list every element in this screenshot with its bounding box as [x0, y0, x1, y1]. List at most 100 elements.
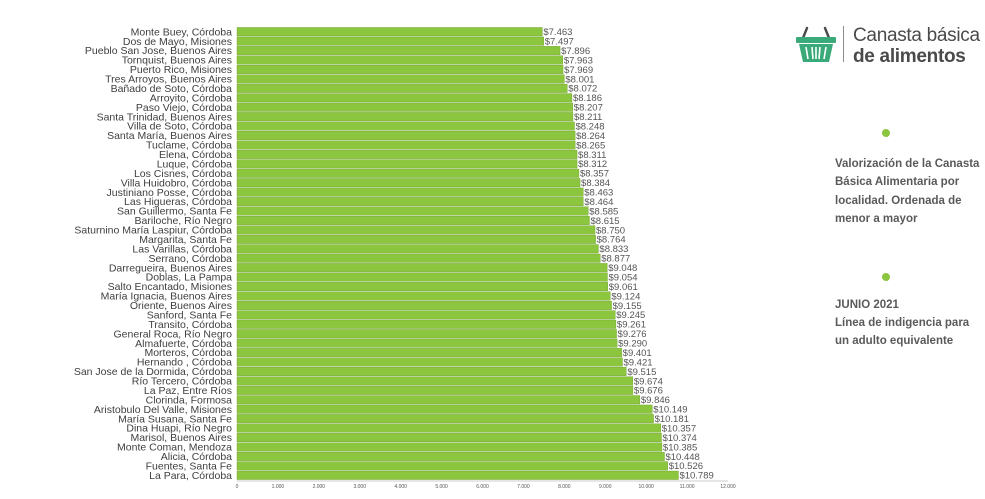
bullet-dot [882, 273, 890, 281]
data-label: $7.963 [564, 55, 593, 66]
category-label: La Para, Córdoba [149, 470, 232, 482]
category-label: María Susana, Santa Fe [118, 413, 232, 425]
data-label: $8.877 [601, 254, 630, 265]
bar [236, 83, 568, 93]
category-label: Arroyito, Córdoba [150, 92, 232, 104]
category-label: Tres Arroyos, Buenos Aires [105, 74, 232, 86]
category-label: General Roca, Río Negro [114, 328, 233, 340]
bar [236, 461, 668, 471]
data-label: $9.421 [623, 357, 652, 368]
bar [236, 102, 574, 112]
category-label: Tuclame, Córdoba [146, 140, 232, 152]
brand-title-line2: de alimentos [853, 46, 966, 67]
data-label: $7.463 [543, 27, 572, 38]
bar [236, 319, 617, 329]
data-label: $9.245 [616, 310, 645, 321]
category-label: Almafuerte, Córdoba [135, 338, 232, 350]
data-label: $10.789 [679, 471, 713, 482]
bar [236, 282, 608, 291]
category-label: Fuentes, Santa Fe [146, 460, 233, 472]
category-label: Margarita, Santa Fe [139, 234, 232, 246]
data-label: $9.124 [611, 291, 640, 302]
category-label: Monte Coman, Mendoza [117, 442, 232, 454]
bar [236, 376, 634, 386]
category-label: Hernando , Córdoba [137, 357, 232, 369]
data-label: $9.261 [617, 320, 646, 331]
x-tick-label: 12.000 [720, 484, 736, 490]
bar [236, 348, 622, 358]
bar [236, 93, 573, 103]
data-label: $8.615 [590, 216, 619, 227]
bar [236, 433, 662, 442]
x-tick-label: 4.000 [394, 484, 407, 490]
bar [236, 74, 565, 84]
category-label: Darregueira, Buenos Aires [109, 262, 232, 274]
bar [236, 272, 608, 282]
bar [236, 178, 581, 188]
category-label: Pueblo San Jose, Buenos Aires [85, 45, 232, 57]
category-label: San Jose de la Dormida, Córdoba [74, 366, 232, 378]
data-label: $8.072 [568, 84, 597, 95]
data-label: $8.585 [589, 206, 618, 217]
bar [236, 385, 634, 395]
data-label: $9.054 [608, 272, 637, 283]
x-tick-label: 2.000 [313, 484, 326, 490]
data-label: $9.061 [609, 282, 638, 293]
data-label: $8.312 [578, 159, 607, 170]
bar [236, 27, 543, 37]
bar [236, 225, 596, 235]
category-label: Bariloche, Río Negro [135, 215, 233, 227]
bar [236, 36, 544, 46]
bar [236, 187, 584, 197]
x-tick-label: 11.000 [680, 484, 695, 490]
data-label: $10.385 [663, 442, 697, 453]
brand-title-line1: Canasta básica [853, 25, 980, 46]
category-label: Dos de Mayo, Misiones [123, 36, 232, 48]
category-label: La Paz, Entre Ríos [144, 385, 232, 397]
data-label: $10.526 [669, 461, 703, 472]
category-label: Doblas, La Pampa [146, 272, 233, 284]
category-label: Justiniano Posse, Córdoba [107, 187, 233, 199]
data-label: $9.290 [618, 339, 647, 350]
bar [236, 65, 564, 74]
bar [236, 263, 608, 273]
bar [236, 197, 584, 207]
data-label: $9.048 [608, 263, 637, 274]
bar [236, 338, 618, 348]
category-label: Las Varillas, Córdoba [132, 243, 232, 255]
data-label: $9.401 [623, 348, 652, 359]
bar [236, 206, 589, 216]
category-label: Salto Encantado, Misiones [108, 281, 232, 293]
bullet-dot [882, 129, 890, 137]
bar [236, 216, 590, 225]
bar [236, 404, 653, 414]
x-tick-label: 3.000 [353, 484, 366, 490]
category-label: Puerto Rico, Misiones [130, 64, 232, 76]
bar [236, 329, 617, 339]
data-label: $8.207 [574, 103, 603, 114]
data-label: $9.155 [613, 301, 642, 312]
data-label: $8.384 [581, 178, 610, 189]
data-label: $8.464 [584, 197, 613, 208]
bar [236, 121, 575, 131]
category-label: Río Tercero, Córdoba [132, 376, 232, 388]
category-label: Dina Huapi, Río Negro [126, 423, 232, 435]
data-label: $9.515 [627, 367, 656, 378]
category-label: María Ignacia, Buenos Aires [101, 291, 232, 303]
x-tick-label: 1.000 [272, 484, 285, 490]
category-label: Santa Trinidad, Buenos Aires [97, 111, 232, 123]
x-tick-label: 5.000 [435, 484, 448, 490]
x-tick-label: 7.000 [517, 484, 530, 490]
category-label: Villa de Soto, Córdoba [127, 121, 232, 133]
bar [236, 168, 580, 178]
data-label: $8.248 [575, 121, 604, 132]
bar [236, 423, 661, 433]
data-label: $8.186 [573, 93, 602, 104]
data-label: $8.750 [596, 225, 625, 236]
data-label: $7.896 [561, 46, 590, 57]
data-label: $8.311 [578, 150, 606, 161]
data-label: $9.676 [634, 386, 663, 397]
brand-separator [843, 26, 844, 62]
category-label: Aristobulo Del Valle, Misiones [94, 404, 232, 416]
